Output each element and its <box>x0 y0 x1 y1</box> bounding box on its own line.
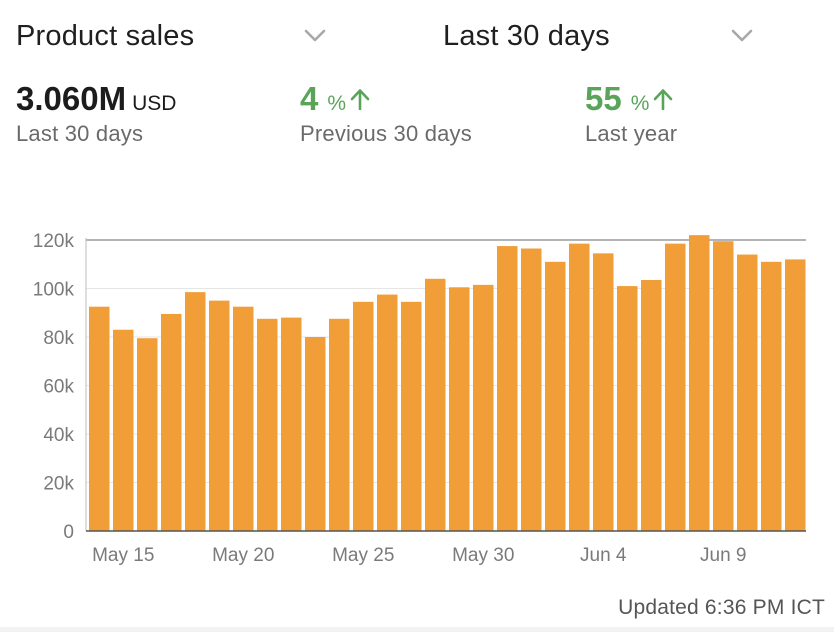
stat-total-caption: Last 30 days <box>16 121 144 146</box>
bar-jun-7 <box>665 243 686 531</box>
bar-jun-6 <box>641 280 662 531</box>
x-tick-label: May 15 <box>92 545 154 566</box>
bar-jun-11 <box>761 261 782 531</box>
stat-last-year-value: 55 <box>585 80 622 117</box>
bar-may-15 <box>113 329 134 531</box>
bar-may-18 <box>185 292 206 531</box>
bar-jun-5 <box>617 286 638 531</box>
bar-jun-10 <box>737 254 758 532</box>
metric-dropdown-label: Product sales <box>16 19 195 52</box>
bar-may-16 <box>137 338 158 531</box>
y-tick-label: 0 <box>63 522 74 543</box>
chart-x-tick-labels: May 15 May 20 May 25 May 30 Jun 4 Jun 9 <box>92 545 746 566</box>
chevron-down-icon[interactable] <box>729 23 755 49</box>
bar-may-24 <box>329 318 350 531</box>
x-tick-label: May 20 <box>212 545 274 566</box>
x-tick-label: May 25 <box>332 545 394 566</box>
bar-may-25 <box>353 301 374 531</box>
bar-jun-8 <box>689 235 710 531</box>
stat-previous-value-row: 4 % <box>300 80 472 120</box>
x-tick-label: Jun 4 <box>580 545 627 566</box>
bar-may-21 <box>257 318 278 531</box>
chart-axes <box>85 238 806 532</box>
y-tick-label: 100k <box>33 280 75 301</box>
bar-may-29 <box>449 287 470 531</box>
stat-previous-unit: % <box>327 92 347 115</box>
bar-may-31 <box>497 246 518 531</box>
y-tick-label: 20k <box>43 474 74 495</box>
metric-dropdown[interactable]: Product sales <box>16 14 328 58</box>
period-dropdown-label: Last 30 days <box>443 19 610 52</box>
bar-may-22 <box>281 317 302 531</box>
stat-last-year-unit: % <box>630 92 650 115</box>
stat-total-unit: USD <box>132 92 177 115</box>
stat-previous-caption: Previous 30 days <box>300 121 472 146</box>
bar-jun-12 <box>785 259 806 531</box>
bar-may-28 <box>425 278 446 531</box>
stat-previous-period: 4 % Previous 30 days <box>300 80 472 147</box>
stat-total-value-row: 3.060M USD <box>16 80 176 120</box>
bar-may-20 <box>233 306 254 531</box>
bar-jun-1 <box>521 248 542 532</box>
bar-jun-4 <box>593 253 614 531</box>
y-tick-label: 40k <box>43 425 74 446</box>
x-tick-label: Jun 9 <box>700 545 746 566</box>
bar-may-17 <box>161 313 182 531</box>
y-tick-label: 120k <box>33 231 75 252</box>
stat-total: 3.060M USD Last 30 days <box>16 80 176 147</box>
y-tick-label: 60k <box>43 377 74 398</box>
stat-total-value: 3.060M <box>16 80 127 117</box>
chart-y-tick-labels: 0 20k 40k 60k 80k 100k 120k <box>33 231 75 543</box>
x-tick-label: May 30 <box>452 545 514 566</box>
bar-jun-9 <box>713 241 734 531</box>
period-dropdown[interactable]: Last 30 days <box>443 14 755 58</box>
updated-timestamp: Updated 6:36 PM ICT <box>618 596 825 619</box>
stat-last-year-caption: Last year <box>585 121 678 146</box>
chart-bars <box>89 235 806 532</box>
bar-may-19 <box>209 300 230 531</box>
stat-last-year-value-row: 55 % <box>585 80 677 120</box>
chevron-down-icon[interactable] <box>302 23 328 49</box>
bar-may-30 <box>473 284 494 531</box>
bar-jun-3 <box>569 243 590 531</box>
bar-may-26 <box>377 294 398 531</box>
bottom-divider <box>0 627 834 632</box>
bar-may-23 <box>305 337 326 531</box>
bar-may-14 <box>89 306 110 531</box>
chart-gridlines <box>86 239 806 483</box>
stat-previous-value: 4 <box>300 80 319 117</box>
stat-last-year: 55 % Last year <box>585 80 677 147</box>
bar-may-27 <box>401 301 422 531</box>
arrow-up-icon <box>653 86 673 110</box>
bar-jun-2 <box>545 261 566 531</box>
y-tick-label: 80k <box>43 328 74 349</box>
arrow-up-icon <box>350 86 370 110</box>
sales-bar-chart: 0 20k 40k 60k 80k 100k 120k May 15 May 20 May 25… <box>33 231 806 566</box>
